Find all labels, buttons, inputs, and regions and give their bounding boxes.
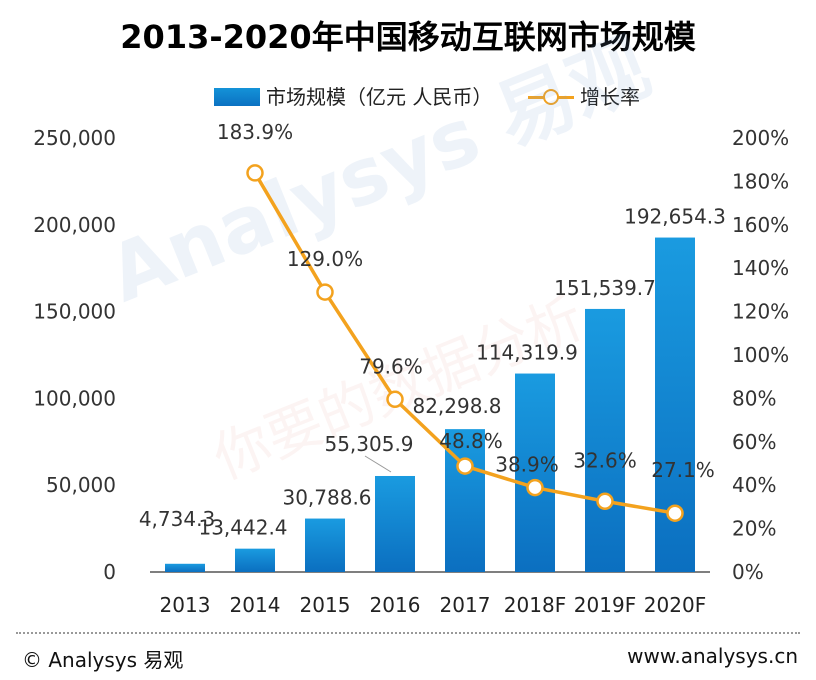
bar-data-label: 192,654.3 [624, 205, 726, 229]
y-right-tick-label: 160% [732, 213, 789, 237]
growth-data-label: 27.1% [651, 458, 715, 482]
bar-data-label: 151,539.7 [554, 276, 656, 300]
growth-data-label: 38.9% [495, 453, 559, 477]
growth-data-label: 32.6% [573, 448, 637, 472]
x-tick-label: 2018F [504, 593, 566, 617]
y-right-tick-label: 0% [732, 560, 764, 584]
bar-data-label: 82,298.8 [412, 394, 501, 418]
footer-divider [16, 632, 800, 634]
legend-line-marker [543, 89, 559, 105]
bar-data-label: 13,442.4 [198, 516, 287, 540]
growth-point-2015 [316, 283, 334, 301]
label-leader-line [364, 455, 392, 473]
footer-copyright: © Analysys 易观 [22, 648, 184, 672]
bar-2013 [165, 563, 205, 572]
y-right-tick-label: 40% [732, 473, 776, 497]
bar-data-label: 30,788.6 [282, 486, 371, 510]
bar-2016 [375, 475, 415, 572]
y-left-tick-label: 150,000 [33, 300, 116, 324]
bar-2014 [235, 548, 275, 572]
x-tick-label: 2020F [644, 593, 706, 617]
growth-point-2016 [386, 390, 404, 409]
y-left-tick-label: 250,000 [33, 126, 116, 150]
chart-plot: 0 50,000 100,000 150,000 200,000 250,000 0% 20%… [33, 120, 789, 617]
growth-point-2017 [456, 457, 474, 475]
bar-data-label: 4,734.3 [139, 507, 215, 531]
y-left-tick-label: 100,000 [33, 386, 116, 410]
x-tick-label: 2015 [300, 593, 351, 617]
y-right-tick-label: 80% [732, 386, 776, 410]
bar-data-label: 114,319.9 [476, 341, 578, 365]
growth-point-2018F [526, 478, 544, 497]
chart-title: 2013-2020年中国移动互联网市场规模 [120, 18, 696, 56]
footer-website[interactable]: www.analysys.cn [627, 644, 798, 668]
bar-data-label: 55,305.9 [324, 432, 413, 456]
x-tick-label: 2016 [370, 593, 421, 617]
y-right-tick-label: 20% [732, 517, 776, 541]
x-tick-label: 2013 [160, 593, 211, 617]
x-tick-label: 2019F [574, 593, 636, 617]
y-left-tick-label: 50,000 [46, 473, 116, 497]
y-right-tick-label: 180% [732, 169, 789, 193]
bar-2015 [305, 518, 345, 572]
legend-line-label: 增长率 [580, 85, 640, 109]
y-left-tick-label: 200,000 [33, 213, 116, 237]
legend-bar-swatch [214, 88, 260, 106]
y-right-tick-label: 120% [732, 300, 789, 324]
bar-2019F [585, 308, 625, 572]
bar-2018F [515, 373, 555, 572]
x-tick-label: 2014 [230, 593, 281, 617]
legend-bar-label: 市场规模（亿元 人民币） [266, 85, 493, 109]
growth-data-label: 79.6% [359, 354, 423, 378]
y-right-tick-label: 140% [732, 256, 789, 280]
y-right-tick-label: 100% [732, 343, 789, 367]
growth-data-label: 183.9% [217, 120, 293, 144]
growth-point-2014 [246, 164, 264, 182]
x-tick-label: 2017 [440, 593, 491, 617]
growth-data-label: 129.0% [287, 247, 363, 271]
y-right-tick-label: 60% [732, 430, 776, 454]
growth-data-label: 48.8% [439, 429, 503, 453]
y-right-tick-label: 200% [732, 126, 789, 150]
y-left-tick-label: 0 [103, 560, 116, 584]
growth-point-2020F [666, 504, 684, 522]
growth-point-2019F [596, 492, 614, 511]
legend: 市场规模（亿元 人民币） 增长率 [0, 80, 816, 114]
